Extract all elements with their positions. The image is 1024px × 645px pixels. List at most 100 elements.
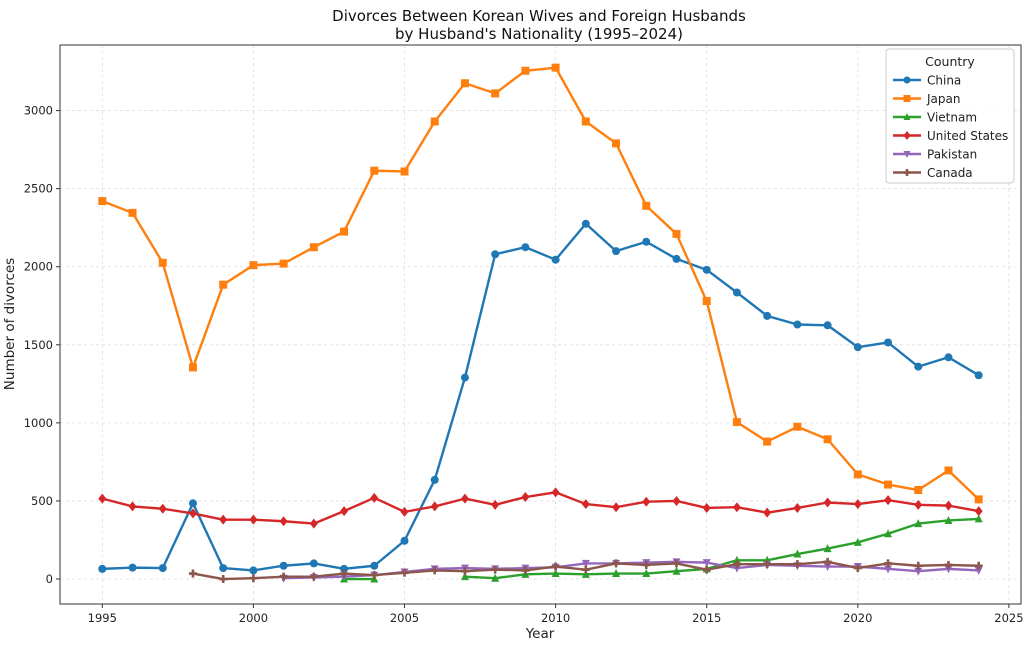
- data-point-china: [853, 343, 862, 352]
- data-point-japan: [853, 470, 862, 479]
- data-point-canada: [551, 562, 560, 571]
- y-axis-label: Number of divorces: [2, 258, 18, 390]
- data-point-canada: [249, 574, 258, 583]
- data-point-japan: [249, 261, 258, 270]
- data-point-japan: [98, 197, 107, 206]
- data-point-united-states: [249, 514, 258, 525]
- data-point-canada: [884, 559, 893, 568]
- data-point-china: [158, 564, 167, 573]
- data-point-canada: [672, 559, 681, 568]
- x-tick-label: 2005: [390, 611, 419, 625]
- data-point-canada: [702, 565, 711, 574]
- data-point-china: [551, 255, 560, 264]
- data-point-pakistan: [732, 564, 741, 573]
- data-point-china: [612, 247, 621, 256]
- data-point-japan: [219, 280, 228, 289]
- data-point-vietnam: [944, 515, 953, 524]
- data-point-china: [642, 237, 651, 246]
- data-point-united-states: [884, 495, 893, 506]
- grid: [60, 45, 1021, 604]
- data-point-canada: [188, 569, 197, 578]
- data-point-vietnam: [642, 569, 651, 578]
- data-point-japan: [732, 418, 741, 427]
- data-point-united-states: [763, 507, 772, 518]
- legend-label-china: China: [927, 74, 961, 88]
- legend-label-united-states: United States: [927, 129, 1008, 143]
- x-tick-label: 2025: [994, 611, 1023, 625]
- chart-title-line-1: Divorces Between Korean Wives and Foreig…: [332, 7, 746, 25]
- data-point-china: [249, 566, 258, 575]
- series-japan: [98, 63, 983, 504]
- data-point-china: [460, 373, 469, 382]
- data-point-vietnam: [914, 519, 923, 528]
- data-point-japan: [612, 139, 621, 148]
- data-point-japan: [309, 243, 318, 252]
- data-point-united-states: [128, 501, 137, 512]
- data-point-china: [974, 371, 983, 380]
- data-point-china: [309, 559, 318, 568]
- data-point-japan: [460, 79, 469, 88]
- data-point-japan: [642, 201, 651, 210]
- data-point-china: [793, 320, 802, 329]
- data-point-united-states: [672, 495, 681, 506]
- y-axis-ticks: 0 500 1000 1500 2000 2500 3000: [24, 104, 60, 586]
- data-point-vietnam: [581, 569, 590, 578]
- legend-marker-united-states: [903, 131, 911, 140]
- legend-item-japan: Japan: [893, 92, 960, 106]
- data-point-united-states: [491, 499, 500, 510]
- y-tick-label: 3000: [24, 104, 53, 118]
- legend-item-vietnam: Vietnam: [893, 111, 977, 125]
- x-tick-label: 2020: [843, 611, 872, 625]
- data-point-pakistan: [914, 567, 923, 576]
- data-point-united-states: [521, 492, 530, 503]
- x-tick-label: 2000: [239, 611, 268, 625]
- data-point-china: [914, 362, 923, 371]
- data-point-china: [581, 219, 590, 228]
- data-point-vietnam: [974, 514, 983, 523]
- data-point-japan: [793, 422, 802, 431]
- legend-box: [885, 48, 1015, 184]
- data-point-united-states: [914, 499, 923, 510]
- data-point-china: [98, 564, 107, 573]
- legend-label-japan: Japan: [926, 92, 960, 106]
- data-point-pakistan: [702, 559, 711, 568]
- data-point-united-states: [370, 492, 379, 503]
- data-point-china: [279, 561, 288, 570]
- legend-marker-canada: [903, 169, 911, 176]
- plot-area-frame: [59, 44, 1022, 605]
- data-point-canada: [340, 569, 349, 578]
- data-point-canada: [430, 566, 439, 575]
- y-tick-label: 1000: [24, 416, 53, 430]
- data-point-united-states: [551, 487, 560, 498]
- data-point-vietnam: [884, 529, 893, 538]
- data-point-united-states: [309, 518, 318, 529]
- series-china: [98, 219, 983, 575]
- x-axis-label: Year: [525, 626, 555, 642]
- legend-item-pakistan: Pakistan: [893, 148, 977, 162]
- chart-title-line-2: by Husband's Nationality (1995–2024): [395, 25, 683, 43]
- data-point-canada: [309, 572, 318, 581]
- data-point-united-states: [732, 502, 741, 513]
- data-point-japan: [279, 259, 288, 268]
- data-point-canada: [853, 564, 862, 573]
- y-tick-label: 0: [46, 572, 53, 586]
- x-tick-label: 1995: [88, 611, 117, 625]
- data-point-canada: [974, 561, 983, 570]
- data-point-vietnam: [732, 555, 741, 564]
- data-point-canada: [823, 557, 832, 566]
- y-tick-label: 2000: [24, 260, 53, 274]
- data-point-united-states: [581, 499, 590, 510]
- y-tick-label: 2500: [24, 182, 53, 196]
- data-point-japan: [914, 486, 923, 495]
- data-point-canada: [279, 572, 288, 581]
- data-point-united-states: [974, 506, 983, 517]
- data-point-japan: [521, 66, 530, 75]
- legend-marker-pakistan: [903, 151, 911, 158]
- data-point-canada: [642, 560, 651, 569]
- y-tick-label: 1500: [24, 338, 53, 352]
- data-point-japan: [702, 297, 711, 306]
- series-line-japan: [101, 66, 980, 501]
- data-point-china: [884, 338, 893, 347]
- data-point-united-states: [460, 493, 469, 504]
- data-point-canada: [793, 560, 802, 569]
